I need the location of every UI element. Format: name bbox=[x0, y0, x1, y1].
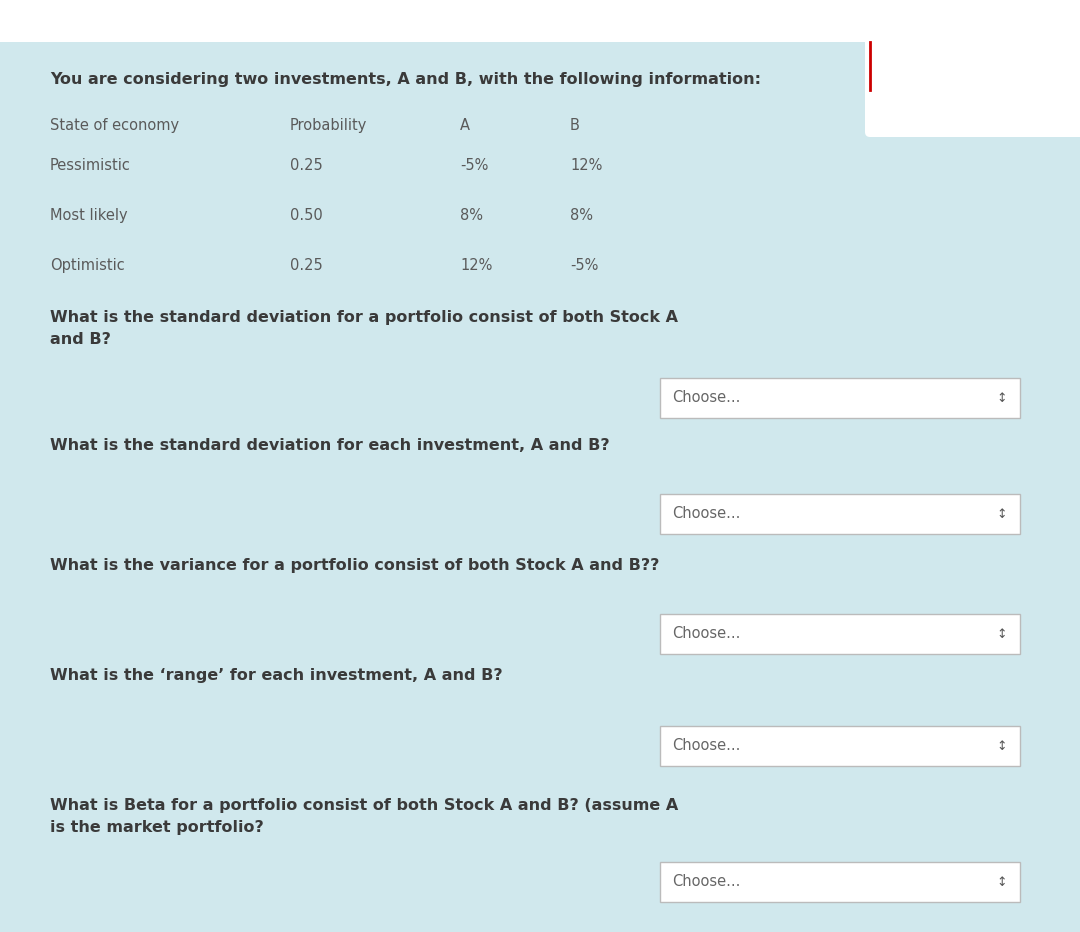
Text: State of economy: State of economy bbox=[50, 118, 179, 133]
Text: ↕: ↕ bbox=[997, 391, 1008, 404]
Text: 0.25: 0.25 bbox=[291, 158, 323, 173]
Text: What is the variance for a portfolio consist of both Stock A and B??: What is the variance for a portfolio con… bbox=[50, 558, 660, 573]
FancyBboxPatch shape bbox=[865, 37, 1080, 137]
Text: Choose...: Choose... bbox=[672, 738, 741, 753]
FancyBboxPatch shape bbox=[660, 378, 1020, 418]
Text: Pessimistic: Pessimistic bbox=[50, 158, 131, 173]
FancyBboxPatch shape bbox=[0, 0, 1080, 42]
Text: ↕: ↕ bbox=[997, 627, 1008, 640]
Text: 12%: 12% bbox=[460, 258, 492, 273]
Text: You are considering two investments, A and B, with the following information:: You are considering two investments, A a… bbox=[50, 72, 761, 87]
Text: -5%: -5% bbox=[570, 258, 598, 273]
Text: Optimistic: Optimistic bbox=[50, 258, 125, 273]
Text: ↕: ↕ bbox=[997, 739, 1008, 752]
Text: Choose...: Choose... bbox=[672, 874, 741, 889]
FancyBboxPatch shape bbox=[0, 42, 1080, 932]
Text: A: A bbox=[460, 118, 470, 133]
Text: 8%: 8% bbox=[570, 208, 593, 223]
Text: What is Beta for a portfolio consist of both Stock A and B? (assume A
is the mar: What is Beta for a portfolio consist of … bbox=[50, 798, 678, 835]
Text: Most likely: Most likely bbox=[50, 208, 127, 223]
Text: What is the standard deviation for each investment, A and B?: What is the standard deviation for each … bbox=[50, 438, 609, 453]
FancyBboxPatch shape bbox=[660, 494, 1020, 534]
Text: 0.25: 0.25 bbox=[291, 258, 323, 273]
FancyBboxPatch shape bbox=[660, 862, 1020, 902]
Text: What is the standard deviation for a portfolio consist of both Stock A
and B?: What is the standard deviation for a por… bbox=[50, 310, 678, 348]
Text: ↕: ↕ bbox=[997, 508, 1008, 520]
Text: Probability: Probability bbox=[291, 118, 367, 133]
Text: What is the ‘range’ for each investment, A and B?: What is the ‘range’ for each investment,… bbox=[50, 668, 502, 683]
Text: Choose...: Choose... bbox=[672, 391, 741, 405]
Text: Choose...: Choose... bbox=[672, 506, 741, 522]
Text: Choose...: Choose... bbox=[672, 626, 741, 641]
Text: 8%: 8% bbox=[460, 208, 483, 223]
Text: ↕: ↕ bbox=[997, 875, 1008, 888]
FancyBboxPatch shape bbox=[660, 726, 1020, 766]
Text: 12%: 12% bbox=[570, 158, 603, 173]
Text: -5%: -5% bbox=[460, 158, 488, 173]
Text: 0.50: 0.50 bbox=[291, 208, 323, 223]
Text: B: B bbox=[570, 118, 580, 133]
FancyBboxPatch shape bbox=[660, 614, 1020, 654]
